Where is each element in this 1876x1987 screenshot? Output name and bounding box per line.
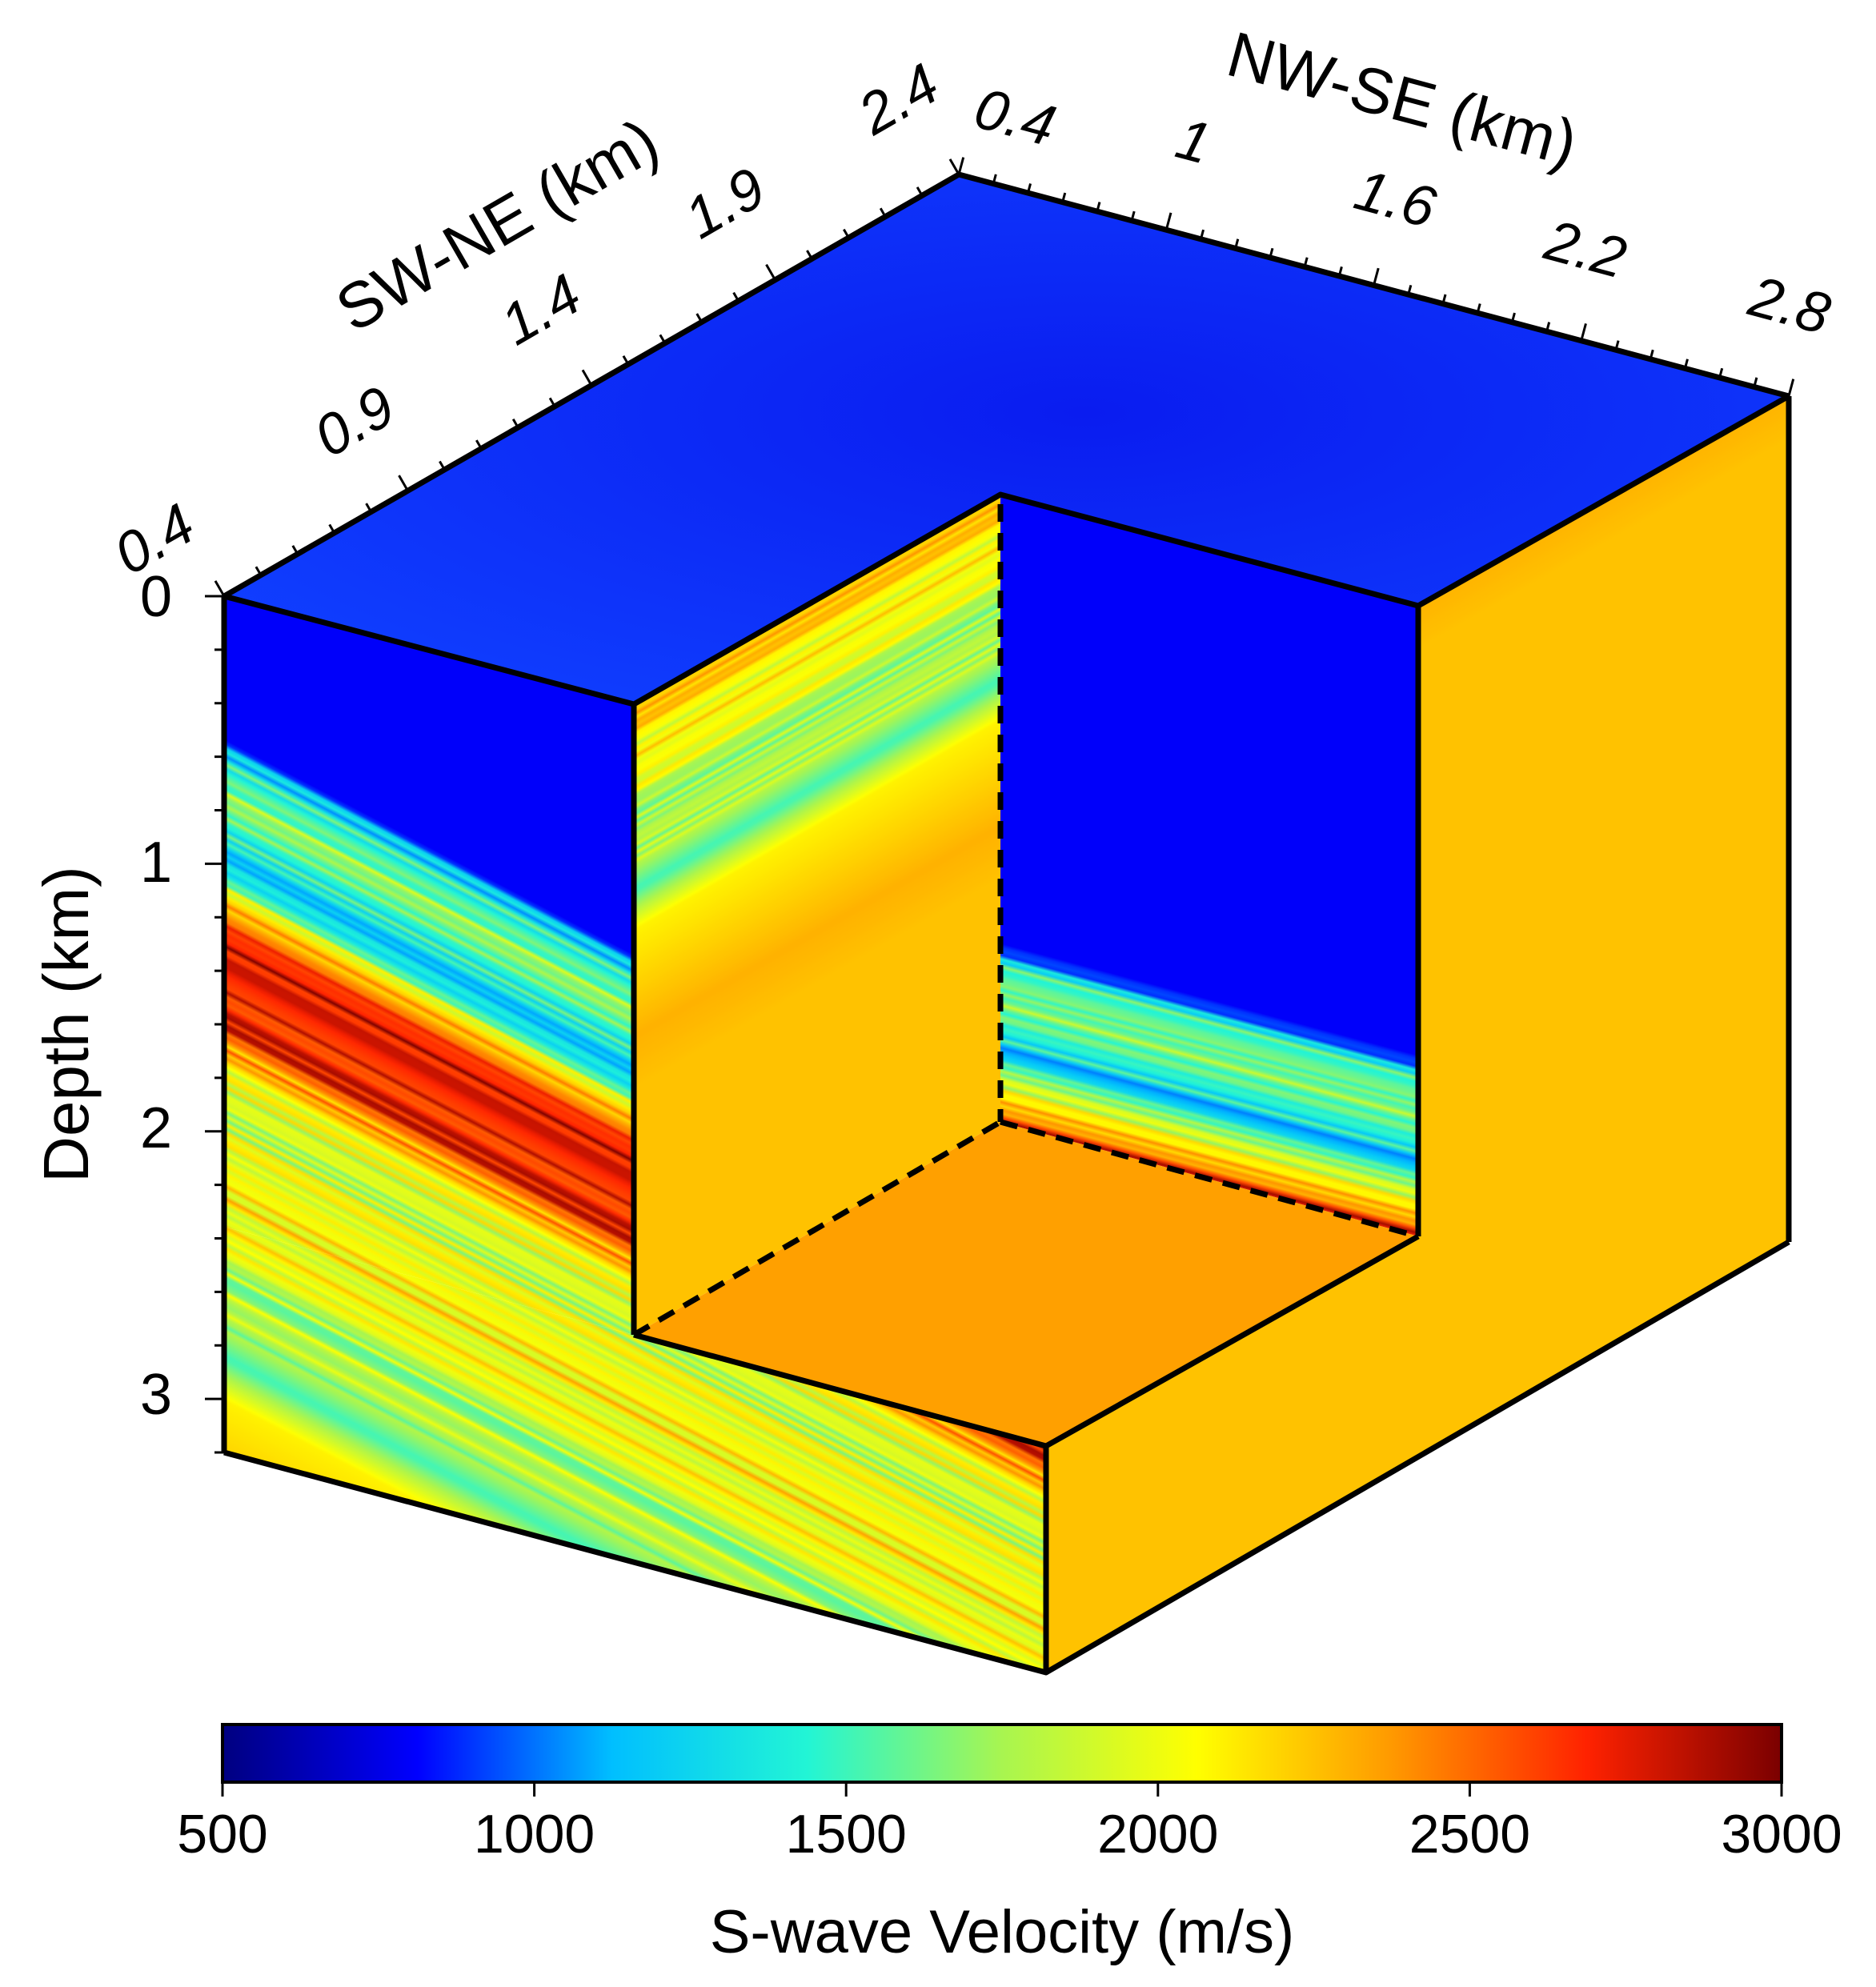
depth-axis: 0 1 2 3 Depth (km) bbox=[30, 565, 172, 1427]
nw-se-tick bbox=[1303, 257, 1309, 267]
depth-axis-title: Depth (km) bbox=[30, 866, 102, 1183]
nw-se-tick bbox=[1130, 210, 1136, 222]
sw-ne-tick-label: 0.9 bbox=[304, 375, 406, 470]
nw-se-tick-label: 1 bbox=[1170, 106, 1217, 177]
nw-se-tick bbox=[1683, 359, 1689, 369]
nw-se-tick bbox=[957, 157, 965, 175]
nw-se-tick-label: 1.6 bbox=[1349, 158, 1443, 240]
depth-tick-label: 2 bbox=[140, 1096, 172, 1160]
sw-ne-tick bbox=[365, 503, 372, 513]
left-face bbox=[224, 596, 634, 1335]
sw-ne-tick bbox=[622, 355, 630, 365]
sw-ne-tick-label: 1.4 bbox=[491, 262, 592, 358]
nw-se-tick-label: 2.2 bbox=[1538, 208, 1633, 290]
colorbar-tick-label: 500 bbox=[177, 1804, 267, 1865]
depth-tick-label: 3 bbox=[140, 1363, 172, 1427]
nw-se-tick bbox=[1510, 312, 1516, 323]
sw-ne-tick bbox=[511, 419, 519, 428]
colorbar: 500 1000 1500 2000 2500 3000 S-wave Velocity … bbox=[177, 1723, 1842, 1966]
sw-ne-tick bbox=[291, 545, 299, 555]
nw-se-tick bbox=[1753, 377, 1758, 387]
sw-ne-tick bbox=[475, 439, 483, 450]
sw-ne-tick bbox=[916, 186, 924, 197]
cutaway-face-nw-se bbox=[1000, 495, 1418, 1236]
nw-se-tick bbox=[1026, 183, 1032, 194]
sw-ne-tick bbox=[214, 580, 226, 597]
colorbar-tick-label: 1000 bbox=[474, 1804, 595, 1865]
nw-se-tick bbox=[1234, 238, 1240, 249]
nw-se-tick bbox=[1580, 323, 1587, 342]
sw-ne-tick bbox=[581, 369, 593, 387]
colorbar-title: S-wave Velocity (m/s) bbox=[710, 1898, 1295, 1966]
nw-se-tick bbox=[1441, 294, 1447, 304]
colorbar-bar bbox=[221, 1723, 1783, 1784]
nw-se-tick bbox=[1545, 322, 1551, 332]
colorbar-tick-label: 2500 bbox=[1409, 1804, 1530, 1865]
sw-ne-tick bbox=[806, 250, 813, 260]
sw-ne-tick bbox=[255, 566, 263, 576]
axis-ticks bbox=[205, 157, 1795, 1454]
depth-tick-label: 1 bbox=[140, 831, 172, 895]
sw-ne-tick bbox=[439, 460, 446, 471]
nw-se-tick-label: 0.4 bbox=[968, 76, 1062, 158]
depth-tick-label: 0 bbox=[140, 565, 172, 629]
sw-ne-tick bbox=[548, 397, 556, 407]
cutaway-floor bbox=[634, 1122, 1418, 1446]
nw-se-tick bbox=[1718, 367, 1724, 379]
colorbar-tick-label: 3000 bbox=[1721, 1804, 1842, 1865]
colorbar-tick-label: 1500 bbox=[786, 1804, 907, 1865]
nw-se-tick-label: 2.8 bbox=[1742, 264, 1837, 347]
nw-se-axis-title: NW-SE (km) bbox=[1221, 18, 1585, 180]
sw-ne-tick bbox=[398, 475, 409, 491]
sw-ne-tick bbox=[765, 263, 776, 281]
sw-ne-tick bbox=[842, 228, 850, 238]
nw-se-tick bbox=[1787, 379, 1795, 397]
sw-ne-tick bbox=[695, 313, 704, 323]
top-face bbox=[224, 174, 1789, 704]
cutaway-face-sw-ne bbox=[634, 495, 1000, 1335]
nw-se-tick bbox=[1200, 229, 1205, 240]
nw-se-tick bbox=[1096, 202, 1101, 212]
nw-se-tick bbox=[1373, 267, 1380, 286]
sw-ne-tick bbox=[732, 291, 740, 302]
nw-se-tick bbox=[1164, 212, 1172, 230]
sw-ne-tick bbox=[659, 334, 667, 344]
nw-se-tick bbox=[1061, 192, 1067, 203]
nw-se-tick bbox=[1476, 303, 1481, 314]
sw-ne-tick bbox=[328, 523, 336, 534]
sw-ne-tick bbox=[948, 158, 960, 175]
sw-ne-tick-label: 2.4 bbox=[848, 52, 950, 148]
nw-se-tick bbox=[1614, 340, 1620, 351]
nw-se-tick bbox=[1649, 349, 1654, 360]
sw-ne-tick bbox=[879, 207, 887, 218]
nw-se-tick bbox=[1407, 285, 1413, 295]
front-deep-face bbox=[224, 1227, 1046, 1673]
nw-se-tick bbox=[992, 174, 997, 184]
colorbar-tick-label: 2000 bbox=[1097, 1804, 1218, 1865]
right-face bbox=[1418, 396, 1789, 1450]
colorbar-ticks: 500 1000 1500 2000 2500 3000 bbox=[177, 1782, 1842, 1865]
nw-se-tick bbox=[1269, 247, 1274, 258]
sw-ne-tick-label: 1.9 bbox=[675, 156, 776, 251]
nw-se-tick bbox=[1337, 266, 1343, 277]
